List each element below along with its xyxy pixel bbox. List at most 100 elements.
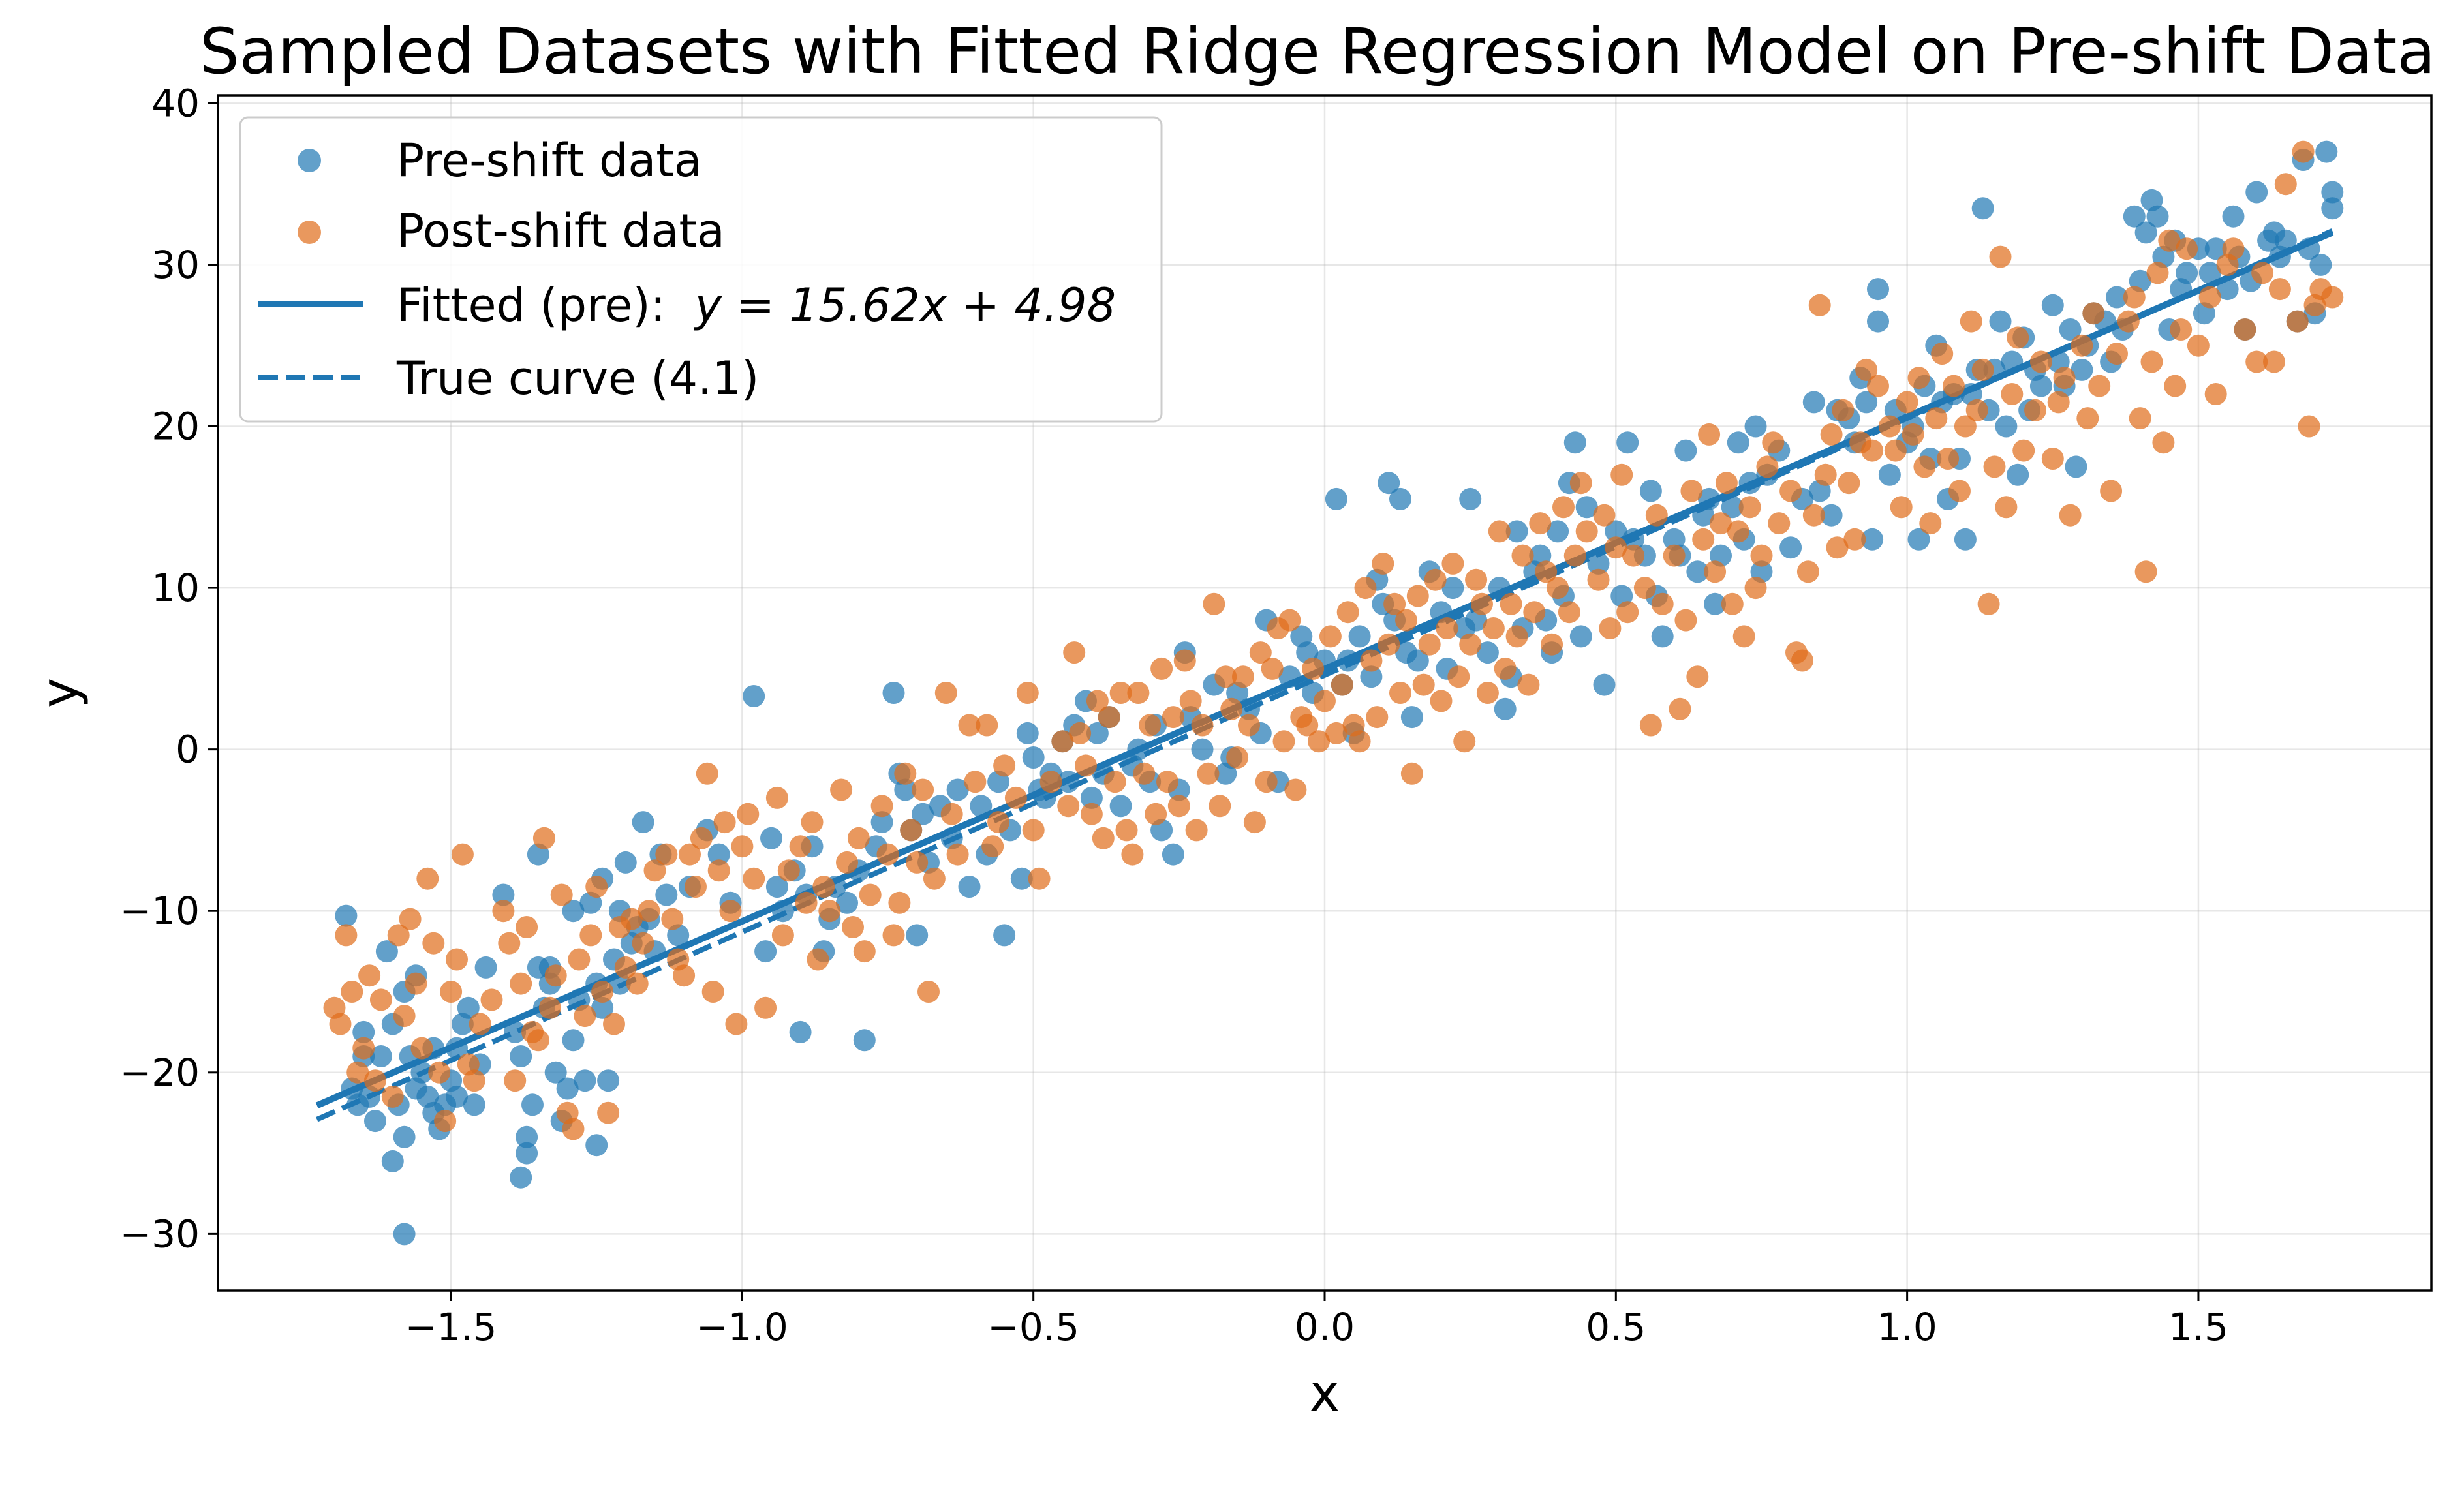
post-shift-point — [1605, 536, 1627, 559]
legend-fitted-equation: y = 15.62x + 4.98 — [694, 279, 1116, 332]
pre-shift-point — [1855, 391, 1878, 414]
post-shift-point — [585, 876, 608, 898]
post-shift-point — [2076, 407, 2099, 430]
post-shift-point — [1447, 665, 1470, 688]
post-shift-point — [2286, 310, 2309, 333]
post-shift-point — [1331, 673, 1353, 696]
post-shift-point — [1948, 480, 1971, 502]
pre-shift-point — [614, 851, 637, 874]
post-shift-point — [1121, 843, 1144, 866]
post-shift-point — [2106, 343, 2128, 365]
post-shift-point — [1954, 415, 1977, 438]
pre-shift-point — [1360, 665, 1383, 688]
post-shift-point — [1663, 544, 1686, 567]
post-shift-point — [836, 851, 858, 874]
pre-shift-point — [2106, 286, 2128, 309]
post-shift-point — [1197, 762, 1220, 785]
pre-shift-point — [1744, 415, 1767, 438]
pre-shift-point — [1109, 795, 1132, 818]
pre-shift-point — [1127, 738, 1150, 761]
post-shift-point — [393, 1005, 416, 1028]
post-shift-point — [1476, 682, 1499, 704]
post-shift-point — [2146, 262, 2169, 284]
pre-shift-point — [1505, 520, 1528, 543]
post-shift-point — [2012, 439, 2035, 462]
pre-shift-point — [2298, 237, 2320, 260]
post-shift-point — [2047, 391, 2070, 414]
post-shift-point — [993, 754, 1016, 777]
post-shift-point — [364, 1069, 386, 1092]
pre-shift-point — [1867, 278, 1889, 301]
post-shift-point — [463, 1069, 485, 1092]
post-shift-point — [1925, 407, 1948, 430]
post-shift-point — [504, 1069, 527, 1092]
pre-shift-point — [2176, 262, 2198, 284]
post-shift-point — [2187, 334, 2210, 357]
post-shift-point — [1633, 577, 1656, 600]
post-shift-point — [434, 1110, 457, 1133]
pre-shift-point — [1389, 487, 1411, 510]
post-shift-point — [1203, 592, 1225, 615]
pre-shift-point — [2029, 374, 2052, 397]
post-shift-point — [574, 1005, 596, 1028]
post-shift-point — [1843, 528, 1866, 551]
post-shift-point — [410, 1037, 433, 1060]
post-shift-point — [2263, 350, 2285, 373]
post-shift-point — [1249, 641, 1272, 664]
post-shift-point — [1575, 520, 1598, 543]
post-shift-point — [2198, 286, 2221, 309]
post-shift-point — [498, 932, 521, 955]
true-curve-line — [316, 228, 2333, 1122]
pre-shift-point — [1057, 771, 1080, 793]
post-shift-point — [422, 932, 445, 955]
post-shift-point — [1802, 504, 1825, 527]
pre-shift-point — [1802, 391, 1825, 414]
post-shift-point — [2222, 237, 2245, 260]
post-shift-point — [1569, 472, 1592, 495]
post-shift-point — [1051, 730, 1074, 753]
post-shift-point — [1488, 520, 1511, 543]
post-shift-point — [2292, 140, 2315, 163]
post-shift-point — [1808, 294, 1831, 316]
pre-shift-point — [562, 900, 585, 923]
post-shift-point — [934, 682, 957, 704]
pre-shift-point — [912, 802, 934, 825]
post-shift-point — [1855, 358, 1878, 381]
post-shift-point — [480, 988, 503, 1011]
post-shift-point — [812, 876, 835, 898]
post-shift-point — [1768, 512, 1791, 535]
pre-shift-point — [743, 685, 765, 707]
pre-shift-point — [1080, 786, 1103, 809]
post-shift-point — [1867, 374, 1889, 397]
post-shift-point — [1400, 762, 1423, 785]
post-shift-point — [428, 1061, 451, 1084]
post-shift-point — [1284, 778, 1307, 801]
post-shift-point — [1115, 819, 1138, 842]
post-shift-point — [346, 1061, 369, 1084]
post-shift-point — [1796, 560, 1819, 583]
post-shift-point — [1173, 649, 1196, 672]
post-shift-point — [853, 940, 876, 963]
post-shift-point — [2176, 237, 2198, 260]
pre-shift-point — [2065, 455, 2087, 478]
post-shift-point — [1191, 714, 1214, 737]
post-shift-point — [1255, 771, 1278, 793]
post-shift-point — [620, 908, 643, 930]
post-shift-point — [1727, 520, 1749, 543]
post-shift-point — [1238, 714, 1260, 737]
post-shift-point — [643, 859, 666, 882]
post-shift-point — [405, 972, 427, 995]
legend-fitted-label-prefix: Fitted (pre): — [397, 279, 695, 332]
pre-shift-point — [2071, 358, 2093, 381]
post-shift-point — [1075, 754, 1097, 777]
post-shift-point — [976, 714, 998, 737]
post-shift-point — [923, 867, 946, 890]
post-shift-point — [1762, 431, 1785, 454]
pre-shift-point — [1238, 697, 1260, 720]
post-shift-point — [731, 835, 754, 858]
pre-shift-point — [1348, 625, 1371, 648]
post-shift-point — [1838, 472, 1860, 495]
pre-shift-point — [789, 1020, 812, 1043]
post-shift-point — [2123, 286, 2146, 309]
pre-shift-point — [2007, 463, 2029, 486]
